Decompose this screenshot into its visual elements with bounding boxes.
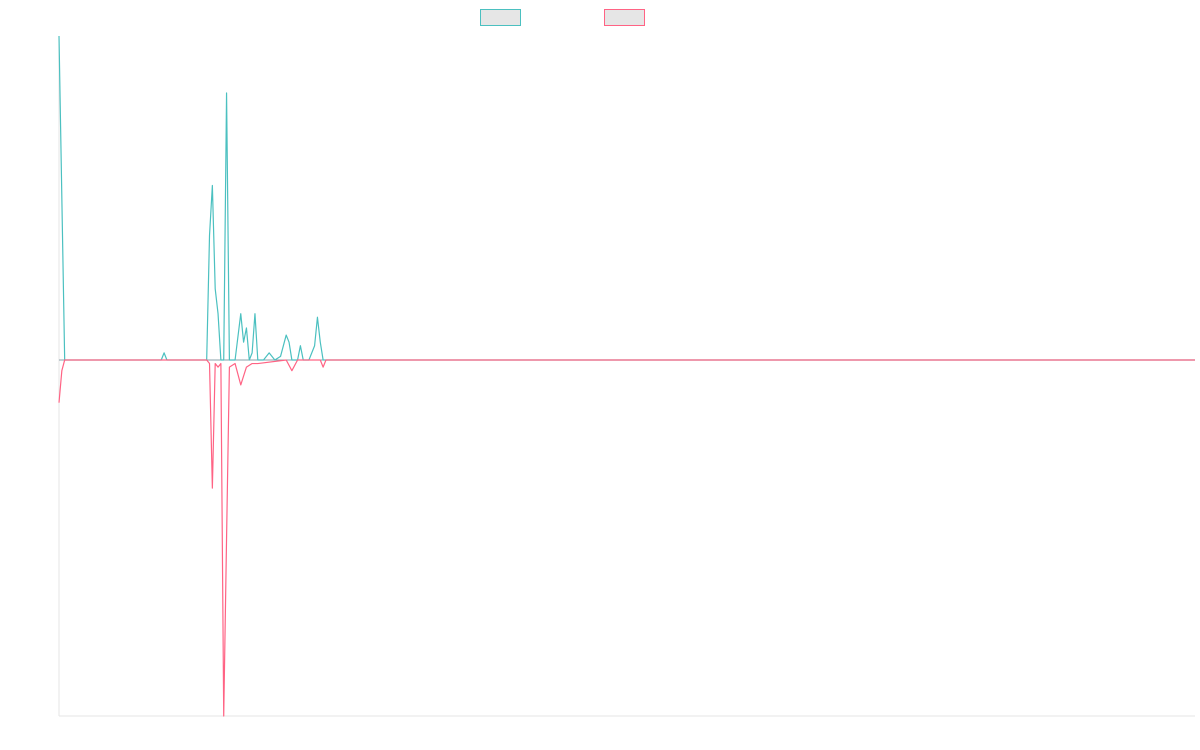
series-line-2: [58, 359, 1195, 717]
legend-swatch-1: [480, 9, 521, 26]
legend: [480, 9, 645, 26]
series-layer: [58, 35, 1195, 717]
legend-swatch-2: [604, 9, 645, 26]
series-line-1: [58, 35, 1195, 361]
